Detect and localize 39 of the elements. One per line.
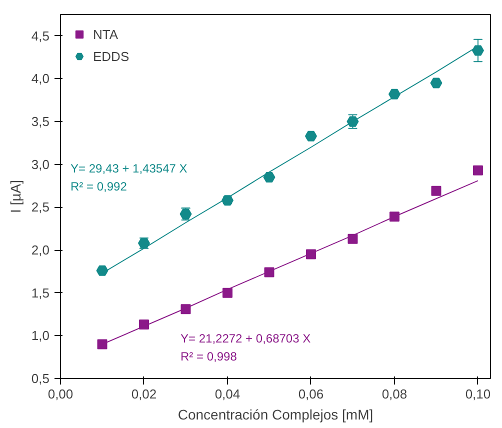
point [472,45,484,56]
x-tick-label: 0,08 [382,386,408,402]
y-tick-label: 0,5 [31,371,50,386]
legend-label: EDDS [93,48,130,64]
x-tick-label: 0,02 [131,386,157,402]
point [431,186,442,196]
point [96,265,108,276]
point [348,234,358,244]
x-tick-label: 0,10 [465,386,491,402]
point [389,212,400,222]
point [222,288,232,298]
y-tick-label: 1,0 [31,328,50,344]
x-tick-label: 0,00 [48,386,74,402]
point [306,249,316,260]
y-tick-label: 4,5 [31,28,50,44]
x-tick-label: 0,06 [298,386,324,402]
y-tick-label: 4,0 [31,71,50,86]
legend-label: NTA [93,26,118,42]
point [264,267,274,278]
x-tick-label: 0,04 [214,386,240,402]
y-tick-label: 3,0 [31,156,50,172]
y-tick-label: 3,5 [31,114,50,130]
y-tick-label: 2,0 [31,242,50,258]
annotation: R² = 0,998 [180,350,238,364]
y-tick-label: 1,5 [31,285,50,300]
annotation: R² = 0,992 [70,180,128,194]
annotation: Y= 21,2272 + 0,68703 X [180,332,311,346]
y-axis-title: I [µA] [7,180,24,213]
x-axis-title: Concentración Complejos [mM] [178,406,374,422]
point [97,339,108,350]
point [430,78,442,88]
point [263,172,276,182]
point [304,130,317,142]
point [472,165,483,176]
point [388,88,400,100]
point [138,320,149,330]
y-tick-label: 2,5 [31,200,50,215]
annotation: Y= 29,43 + 1,43547 X [70,162,188,176]
point [180,304,191,314]
